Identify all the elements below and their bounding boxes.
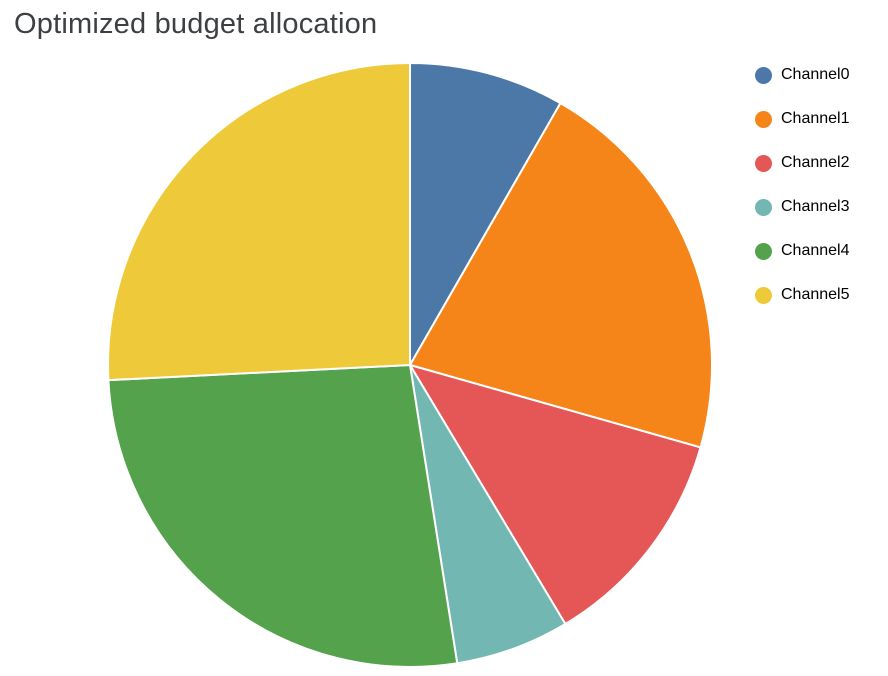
chart-title: Optimized budget allocation xyxy=(14,8,378,40)
legend-item-channel1: Channel1 xyxy=(755,108,850,130)
legend-label: Channel4 xyxy=(781,242,850,259)
legend-swatch-icon xyxy=(755,198,772,216)
legend: Channel0 Channel1 Channel2 Channel3 Channel4… xyxy=(755,64,850,328)
legend-label: Channel1 xyxy=(781,110,850,127)
legend-item-channel0: Channel0 xyxy=(755,64,850,86)
pie-slice-channel2 xyxy=(409,364,702,625)
legend-label: Channel3 xyxy=(781,198,850,215)
pie-slice-channel5 xyxy=(106,62,411,382)
legend-item-channel5: Channel5 xyxy=(755,284,850,306)
legend-label: Channel2 xyxy=(781,154,850,171)
legend-item-channel4: Channel4 xyxy=(755,240,850,262)
pie-slice-channel0 xyxy=(409,62,562,366)
legend-label: Channel0 xyxy=(781,66,850,83)
legend-swatch-icon xyxy=(755,242,772,260)
legend-swatch-icon xyxy=(755,286,772,304)
legend-label: Channel5 xyxy=(781,286,850,303)
legend-swatch-icon xyxy=(755,66,772,84)
legend-swatch-icon xyxy=(755,110,772,128)
legend-swatch-icon xyxy=(755,154,772,172)
legend-item-channel2: Channel2 xyxy=(755,152,850,174)
legend-item-channel3: Channel3 xyxy=(755,196,850,218)
pie-slice-channel4 xyxy=(107,364,459,668)
pie-slice-channel1 xyxy=(409,102,713,449)
